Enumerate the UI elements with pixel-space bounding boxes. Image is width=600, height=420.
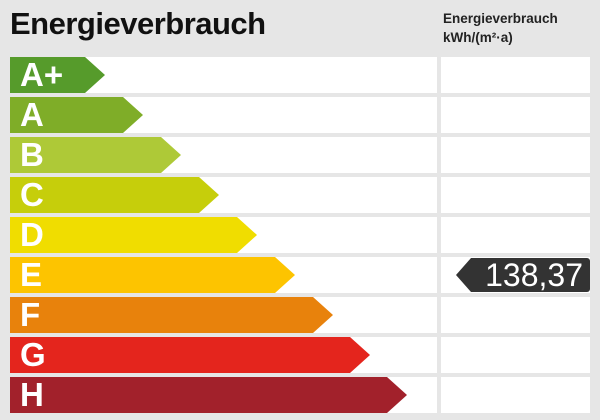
indicator-value: 138,37	[471, 258, 590, 292]
rating-stripe-h: H	[10, 377, 437, 413]
rating-row-a: A	[10, 97, 590, 133]
rating-stripe-a: A	[10, 97, 437, 133]
rating-row-c: C	[10, 177, 590, 213]
value-cell-c	[441, 177, 590, 213]
rating-arrow-d: D	[10, 217, 257, 253]
rating-stripe-b: B	[10, 137, 437, 173]
rating-arrow-f: F	[10, 297, 333, 333]
rating-letter-a-plus: A+	[20, 56, 64, 93]
unit-header-line2: kWh/(m²·a)	[443, 30, 513, 45]
rating-letter-h: H	[20, 376, 44, 413]
unit-header: Energieverbrauch kWh/(m²·a)	[443, 9, 558, 47]
rating-letter-d: D	[20, 216, 44, 253]
rating-row-a-plus: A+	[10, 57, 590, 93]
rating-row-f: F	[10, 297, 590, 333]
rating-stripe-a-plus: A+	[10, 57, 437, 93]
value-cell-f	[441, 297, 590, 333]
rating-stripe-e: E	[10, 257, 437, 293]
rating-stripe-c: C	[10, 177, 437, 213]
value-cell-b	[441, 137, 590, 173]
value-cell-a-plus	[441, 57, 590, 93]
rating-stripe-f: F	[10, 297, 437, 333]
rating-row-e: E 138,37	[10, 257, 590, 293]
rating-row-b: B	[10, 137, 590, 173]
value-cell-g	[441, 337, 590, 373]
current-value-indicator: 138,37	[456, 258, 590, 292]
rating-arrow-a-plus: A+	[10, 57, 105, 93]
value-cell-h	[441, 377, 590, 413]
rating-row-d: D	[10, 217, 590, 253]
rating-letter-g: G	[20, 336, 46, 373]
indicator-left-arrow-icon	[456, 258, 472, 292]
rating-stripe-d: D	[10, 217, 437, 253]
rating-letter-f: F	[20, 296, 41, 333]
rating-row-g: G	[10, 337, 590, 373]
rating-letter-c: C	[20, 176, 44, 213]
rating-arrow-a: A	[10, 97, 143, 133]
unit-header-line1: Energieverbrauch	[443, 11, 558, 26]
page-title: Energieverbrauch	[10, 6, 266, 41]
rating-stripe-g: G	[10, 337, 437, 373]
value-cell-a	[441, 97, 590, 133]
rating-arrow-b: B	[10, 137, 181, 173]
rating-arrow-h: H	[10, 377, 407, 413]
value-cell-e: 138,37	[441, 257, 590, 293]
rating-letter-b: B	[20, 136, 44, 173]
rating-arrow-e: E	[10, 257, 295, 293]
energy-rating-scale: A+ A B C D E 138,37 F G H	[10, 57, 590, 417]
rating-arrow-c: C	[10, 177, 219, 213]
value-cell-d	[441, 217, 590, 253]
rating-letter-e: E	[20, 256, 43, 293]
rating-letter-a: A	[20, 96, 44, 133]
rating-row-h: H	[10, 377, 590, 413]
rating-arrow-g: G	[10, 337, 370, 373]
